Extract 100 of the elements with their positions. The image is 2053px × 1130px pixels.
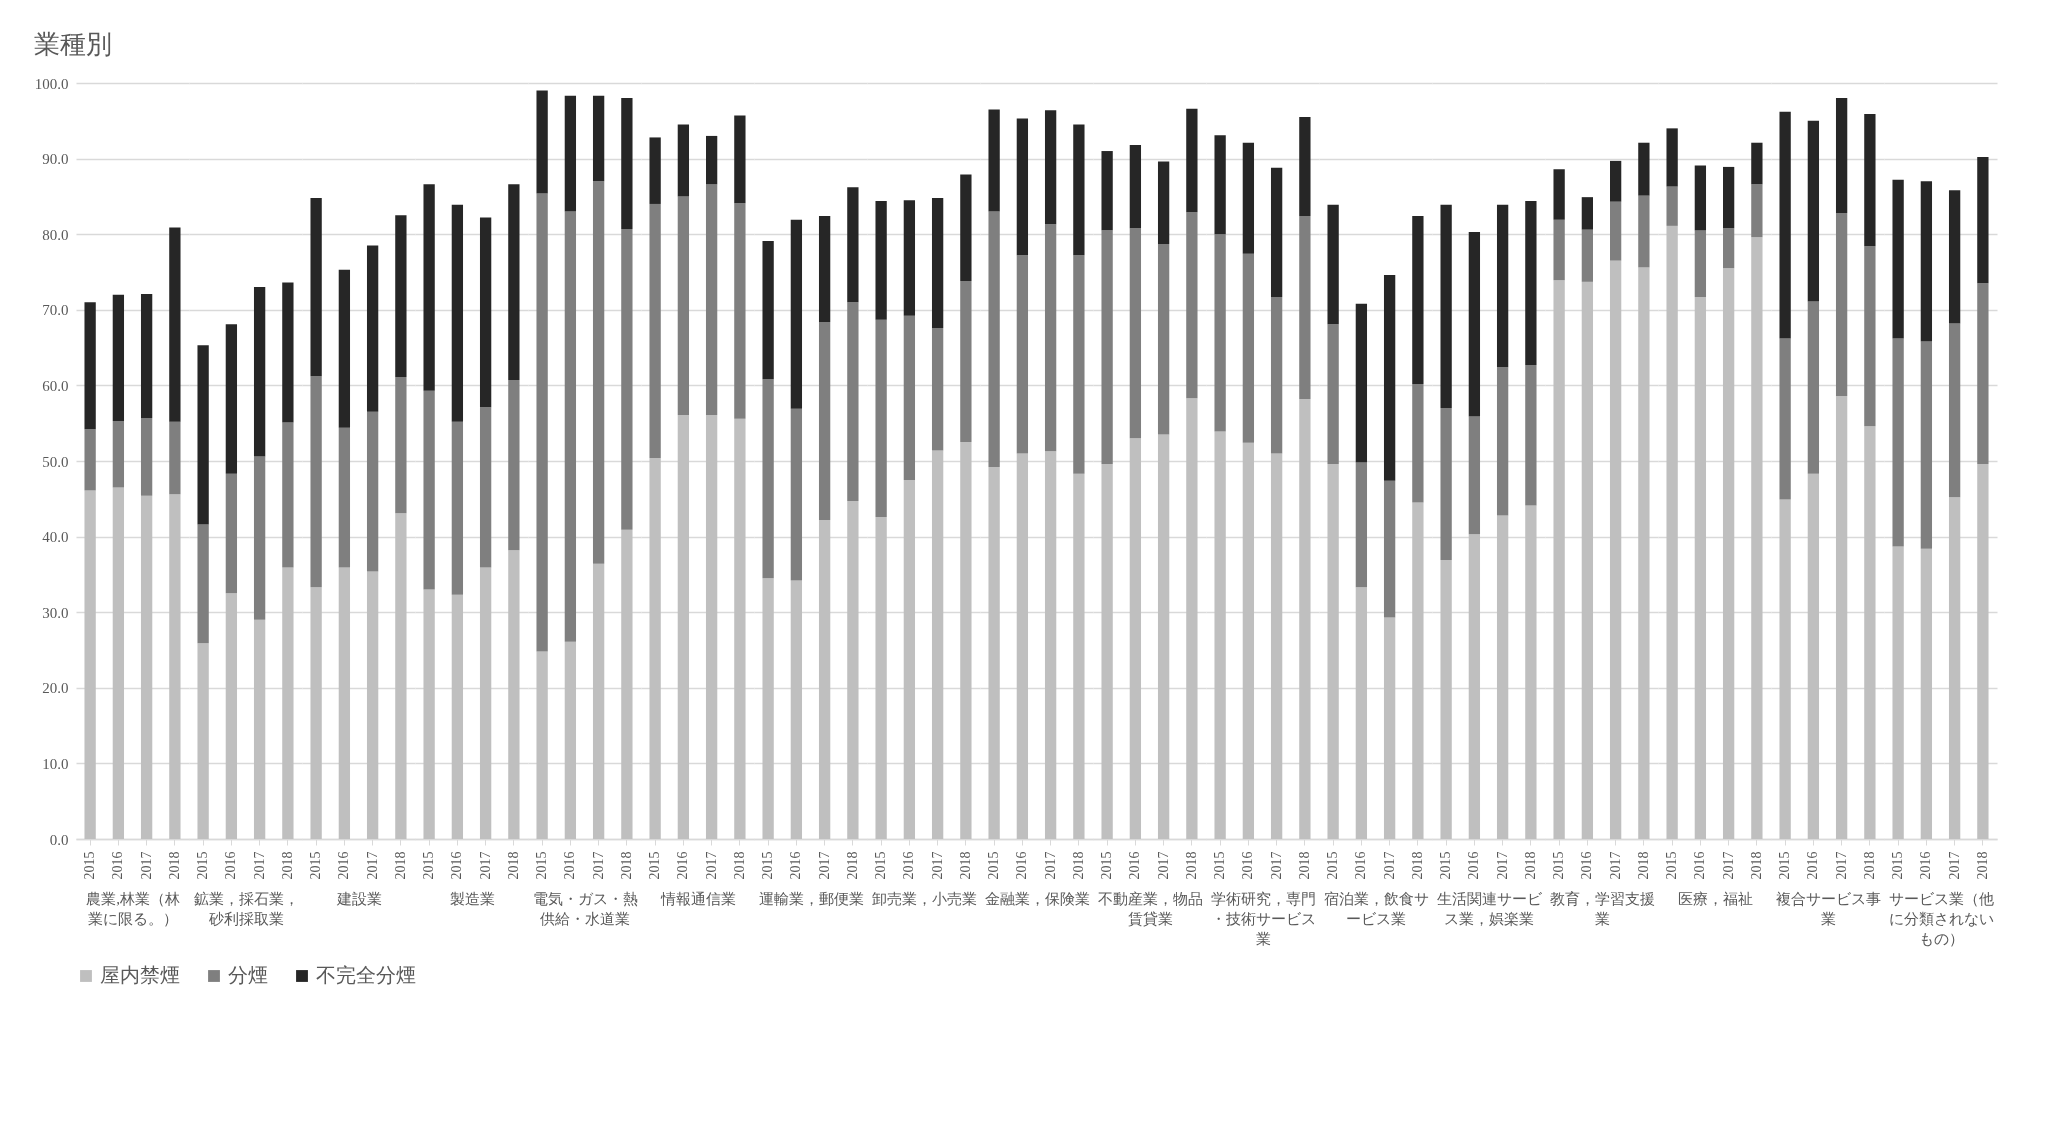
- bar: [790, 580, 803, 839]
- bar: [1440, 560, 1452, 839]
- bar: [1525, 364, 1537, 506]
- bar: [903, 200, 916, 316]
- bar: [1835, 98, 1848, 214]
- bar: [564, 95, 577, 212]
- bar: [1186, 108, 1198, 213]
- x-tick-label: 2018: [731, 851, 747, 880]
- bar: [508, 550, 520, 839]
- bar: [1468, 534, 1481, 839]
- bar: [1920, 548, 1933, 839]
- bar: [1129, 228, 1142, 439]
- x-tick-label: 2015: [421, 851, 437, 880]
- y-tick-label: 30.0: [42, 604, 69, 621]
- bar: [1044, 224, 1057, 452]
- bar: [1242, 253, 1255, 443]
- bar: [1807, 301, 1820, 474]
- x-tick-label: 2018: [957, 851, 973, 880]
- bar: [536, 651, 548, 839]
- x-tick-label: 2017: [138, 851, 154, 880]
- x-tick-label: 2017: [1720, 851, 1736, 880]
- x-tick-label: 2015: [82, 851, 98, 880]
- x-tick-label: 2018: [166, 851, 182, 880]
- bar: [1525, 505, 1537, 839]
- x-tick-label: 2017: [590, 851, 606, 880]
- bar: [1044, 451, 1057, 839]
- x-tick-label: 2018: [1861, 851, 1877, 880]
- bar: [1073, 255, 1085, 474]
- bar: [140, 293, 153, 418]
- bar: [1638, 142, 1650, 196]
- x-tick-label: 2018: [1409, 851, 1425, 880]
- x-tick-label: 2018: [1070, 851, 1086, 880]
- bar: [338, 427, 351, 568]
- bar: [1496, 204, 1509, 368]
- bar: [1327, 324, 1339, 465]
- x-tick-label: 2018: [1183, 851, 1199, 880]
- chart-title: 業種別: [34, 30, 113, 59]
- bar: [592, 95, 605, 182]
- x-tick-label: 2018: [618, 851, 634, 880]
- bar: [988, 467, 1000, 839]
- legend-label: 屋内禁煙: [100, 964, 180, 986]
- x-tick-label: 2018: [1974, 851, 1990, 880]
- bar: [1214, 135, 1226, 235]
- bar: [423, 589, 435, 839]
- x-tick-label: 2016: [1918, 851, 1934, 880]
- bar: [1977, 283, 1989, 465]
- bar: [479, 217, 492, 408]
- y-tick-label: 80.0: [42, 226, 69, 243]
- x-tick-label: 2015: [1777, 851, 1793, 880]
- bar: [1242, 142, 1255, 254]
- bar: [395, 215, 407, 378]
- x-axis-title: 建設業: [335, 890, 382, 907]
- bar: [1553, 169, 1565, 220]
- bar: [1666, 186, 1678, 226]
- x-tick-label: 2015: [873, 851, 889, 880]
- bar: [1355, 462, 1368, 588]
- bar: [366, 245, 379, 412]
- x-tick-label: 2017: [1494, 851, 1510, 880]
- x-tick-label: 2016: [223, 851, 239, 880]
- x-tick-label: 2015: [986, 851, 1002, 880]
- x-tick-label: 2016: [562, 851, 578, 880]
- bar: [1864, 114, 1876, 247]
- bar: [1722, 228, 1735, 269]
- bar: [1186, 212, 1198, 399]
- bar: [1722, 166, 1735, 229]
- bar: [705, 135, 718, 185]
- bar: [1977, 157, 1989, 284]
- bar: [508, 184, 520, 381]
- bar: [1892, 338, 1904, 547]
- bar: [1835, 395, 1848, 839]
- x-axis-title: 不動産業，物品賃貸業: [1097, 890, 1203, 927]
- x-tick-label: 2016: [788, 851, 804, 880]
- bar: [1666, 128, 1678, 187]
- bar: [677, 414, 690, 839]
- bar: [903, 479, 916, 839]
- x-tick-label: 2015: [1664, 851, 1680, 880]
- bar: [112, 420, 125, 488]
- bar: [1581, 229, 1594, 282]
- bar: [1270, 453, 1283, 839]
- bar: [790, 219, 803, 409]
- x-tick-label: 2018: [505, 851, 521, 880]
- bar: [705, 184, 718, 415]
- bar: [1157, 161, 1170, 245]
- x-tick-label: 2018: [844, 851, 860, 880]
- y-tick-label: 70.0: [42, 302, 69, 319]
- bar: [847, 187, 859, 303]
- bar: [1807, 473, 1820, 839]
- bar: [479, 407, 492, 568]
- x-tick-label: 2015: [1890, 851, 1906, 880]
- bar: [1270, 296, 1283, 454]
- bar: [1101, 151, 1113, 231]
- bar: [169, 227, 181, 422]
- bar: [1073, 473, 1085, 839]
- bar: [1779, 111, 1791, 339]
- bar: [310, 587, 322, 839]
- bar: [282, 282, 294, 423]
- bar: [1299, 399, 1311, 839]
- x-axis-title: 農業,林業（林業に限る。）: [86, 890, 180, 927]
- bar: [1412, 383, 1424, 503]
- bar: [960, 174, 972, 282]
